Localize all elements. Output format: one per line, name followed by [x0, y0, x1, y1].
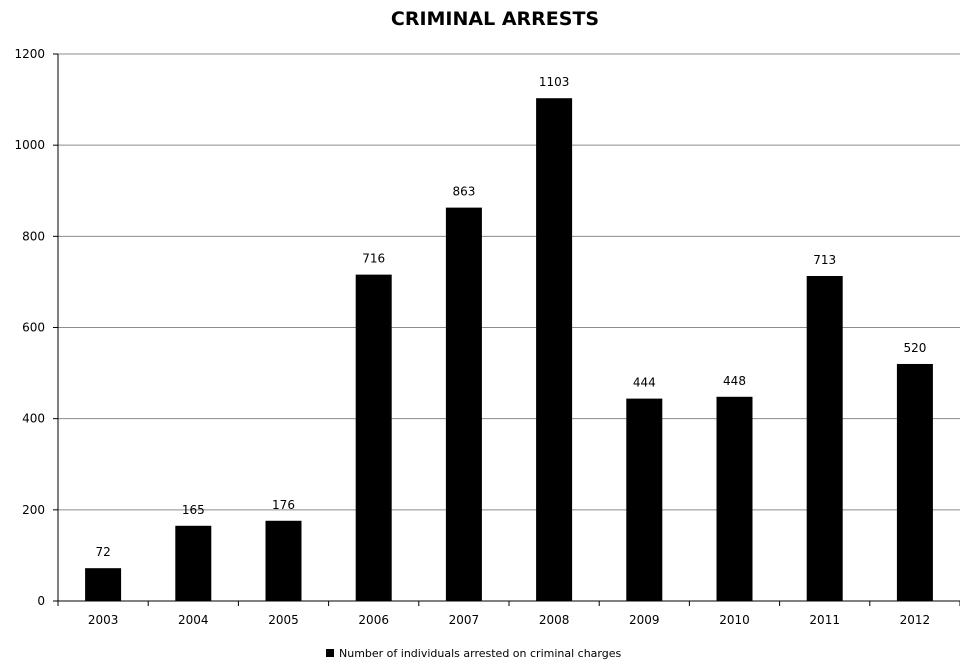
bar	[896, 363, 933, 601]
x-tick-label: 2005	[268, 613, 299, 627]
y-tick-label: 400	[22, 412, 45, 426]
data-label: 448	[723, 374, 746, 388]
data-label: 1103	[539, 75, 570, 89]
x-tick-label: 2009	[629, 613, 660, 627]
data-label: 520	[903, 341, 926, 355]
bar	[716, 396, 753, 601]
bar	[265, 520, 302, 601]
x-tick-label: 2012	[900, 613, 931, 627]
x-tick-label: 2006	[358, 613, 389, 627]
data-labels: 72 165 176 716 863 1103 444 448 713 520	[95, 75, 926, 559]
data-label: 863	[452, 185, 475, 199]
x-tick-label: 2003	[88, 613, 119, 627]
x-axis: 2003 2004 2005 2006 2007 2008 2009 2010 2011 2012	[57, 600, 960, 627]
bar	[445, 207, 482, 601]
bar-series	[85, 98, 933, 602]
bar	[626, 398, 663, 601]
data-label: 165	[182, 503, 205, 517]
bar	[355, 274, 392, 601]
data-label: 176	[272, 498, 295, 512]
chart-title: CRIMINAL ARRESTS	[391, 8, 599, 30]
legend-label: Number of individuals arrested on crimin…	[339, 647, 622, 660]
y-axis: 0 200 400 600 800 1000 1200	[14, 47, 59, 608]
y-tick-label: 200	[22, 503, 45, 517]
data-label: 72	[95, 545, 110, 559]
y-tick-label: 800	[22, 229, 45, 243]
x-tick-label: 2011	[809, 613, 840, 627]
legend-swatch	[326, 649, 334, 657]
y-tick-label: 600	[22, 321, 45, 335]
y-tick-label: 1200	[14, 47, 45, 61]
bar	[175, 525, 212, 601]
bar	[806, 275, 843, 601]
y-tick-label: 1000	[14, 138, 45, 152]
bar	[85, 568, 122, 601]
legend: Number of individuals arrested on crimin…	[326, 647, 622, 660]
x-tick-label: 2007	[449, 613, 480, 627]
y-tick-label: 0	[37, 594, 45, 608]
data-label: 713	[813, 253, 836, 267]
x-tick-label: 2008	[539, 613, 570, 627]
x-tick-label: 2010	[719, 613, 750, 627]
data-label: 716	[362, 252, 385, 266]
data-label: 444	[633, 376, 656, 390]
x-tick-label: 2004	[178, 613, 209, 627]
bar	[536, 98, 573, 602]
